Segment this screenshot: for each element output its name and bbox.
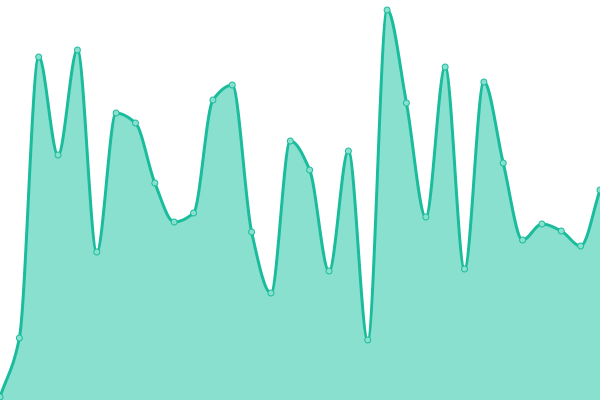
data-point-15 [286,137,294,145]
data-point-13 [248,228,256,236]
data-point-21 [402,99,410,107]
data-point-20 [383,6,391,14]
markers [0,6,600,400]
data-point-31 [596,186,600,194]
data-point-9 [170,218,178,226]
data-point-2 [35,53,43,61]
data-point-17 [325,267,333,275]
data-point-5 [93,248,101,256]
data-point-3 [54,151,62,159]
data-point-18 [344,147,352,155]
data-point-24 [461,265,469,273]
data-point-30 [577,242,585,250]
data-point-16 [306,166,314,174]
data-point-28 [538,220,546,228]
data-point-22 [422,213,430,221]
data-point-6 [112,109,120,117]
data-point-0 [0,393,4,400]
data-point-4 [73,46,81,54]
series-line [0,8,600,398]
data-point-8 [151,179,159,187]
data-point-27 [519,236,527,244]
data-point-26 [499,159,507,167]
data-point-19 [364,336,372,344]
data-point-23 [441,63,449,71]
data-point-14 [267,289,275,297]
data-point-7 [131,119,139,127]
data-point-29 [557,227,565,235]
data-point-11 [209,96,217,104]
data-point-1 [15,334,23,342]
data-point-25 [480,78,488,86]
data-point-12 [228,81,236,89]
data-point-10 [190,209,198,217]
